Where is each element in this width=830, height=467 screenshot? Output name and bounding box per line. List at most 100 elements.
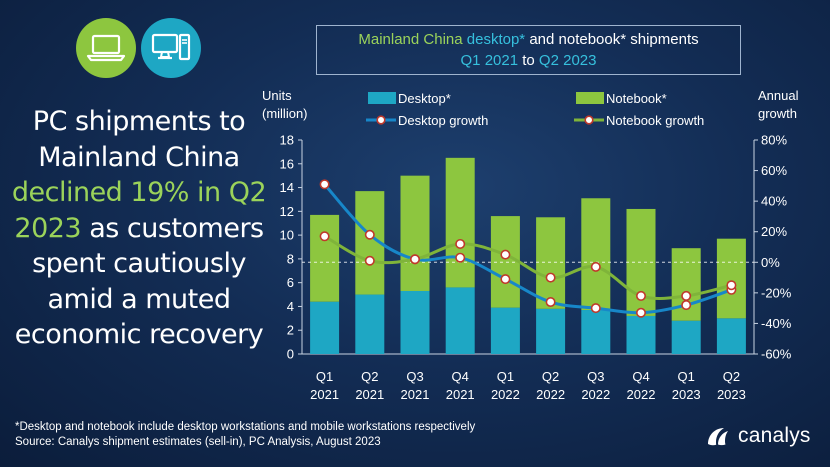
desktop-bar (490, 307, 520, 354)
desktop-growth-line (323, 183, 732, 315)
x-tick-label-quarter: Q2 (361, 369, 378, 384)
title-desktop: desktop* (466, 31, 526, 48)
x-tick-label-quarter: Q4 (632, 369, 649, 384)
notebook-growth-point (681, 290, 692, 301)
y-left-tick-label: 18 (280, 133, 294, 148)
notebook-bar (400, 175, 430, 291)
canalys-logo-text: canalys (738, 424, 811, 447)
x-tick-label-year: 2023 (717, 387, 746, 402)
y-left-tick-label: 2 (287, 323, 294, 338)
y-left-tick-label: 16 (280, 156, 294, 171)
desktop-bar (626, 315, 656, 354)
footnote-line-2: Source: Canalys shipment estimates (sell… (15, 436, 381, 448)
desktop-growth-point (364, 229, 375, 240)
legend-desktop-swatch (368, 92, 396, 104)
notebook-growth-point (545, 272, 556, 283)
y-left-tick-label: 14 (280, 180, 294, 195)
x-tick-label-quarter: Q2 (723, 369, 740, 384)
desktop-bar (310, 301, 340, 354)
desktop-bar (445, 287, 475, 354)
footnote: *Desktop and notebook include desktop wo… (15, 420, 475, 450)
desktop-icon-badge (141, 18, 201, 78)
desktop-growth-point (500, 274, 511, 285)
notebook-growth-point (364, 255, 375, 266)
desktop-growth-point (590, 303, 601, 314)
y-right-tick-label: -40% (761, 316, 792, 331)
legend-notebook-swatch (576, 92, 604, 104)
desktop-growth-point (319, 179, 330, 190)
x-tick-label-year: 2021 (446, 387, 475, 402)
chart-title-line-1: Mainland China desktop* and notebook* sh… (317, 29, 740, 50)
footnote-line-1: *Desktop and notebook include desktop wo… (15, 421, 476, 433)
legend-desktop-growth-label: Desktop growth (398, 113, 488, 128)
laptop-icon (86, 34, 126, 62)
notebook-bar (716, 238, 746, 319)
y-right-axis-title-line-1: Annual (758, 88, 799, 103)
x-tick-label-quarter: Q3 (587, 369, 604, 384)
y-left-tick-label: 4 (287, 299, 294, 314)
headline-highlight: declined 19% in Q2 2023 (11, 177, 267, 244)
legend-notebook-label: Notebook* (606, 91, 667, 106)
x-tick-label-quarter: Q2 (542, 369, 559, 384)
chart-title-line-2: Q1 2021 to Q2 2023 (317, 50, 740, 71)
headline-part-1: PC shipments to Mainland China (32, 106, 246, 173)
title-shipments: shipments (630, 31, 699, 48)
y-right-tick-label: -60% (761, 347, 792, 362)
x-tick-label-year: 2022 (581, 387, 610, 402)
chart-title-box: Mainland China desktop* and notebook* sh… (316, 25, 741, 75)
y-right-tick-label: 60% (761, 163, 787, 178)
y-right-tick-label: 0% (761, 255, 780, 270)
notebook-bar (536, 217, 566, 309)
notebook-growth-point (409, 254, 420, 265)
title-to: to (522, 52, 535, 69)
y-left-axis-title-line-1: Units (262, 88, 292, 103)
y-right-tick-label: -20% (761, 285, 792, 300)
y-right-tick-label: 40% (761, 194, 787, 209)
desktop-computer-icon (151, 33, 191, 61)
headline-part-3: as customers spent cautiously amid a mut… (14, 212, 264, 351)
notebook-growth-point (726, 280, 737, 291)
notebook-growth-point (635, 290, 646, 301)
x-tick-label-year: 2021 (401, 387, 430, 402)
x-tick-label-year: 2022 (536, 387, 565, 402)
title-mainland: Mainland China (358, 31, 463, 48)
x-tick-label-year: 2022 (627, 387, 656, 402)
legend-notebook-growth-marker (584, 115, 594, 125)
x-tick-label-quarter: Q1 (678, 369, 695, 384)
headline: PC shipments to Mainland China declined … (10, 104, 268, 353)
desktop-bar (400, 290, 430, 354)
y-left-tick-label: 12 (280, 204, 294, 219)
x-tick-label-year: 2021 (355, 387, 384, 402)
notebook-growth-line (323, 234, 732, 301)
canalys-logo: canalys (705, 424, 811, 448)
notebook-bar (581, 198, 611, 311)
legend-desktop-label: Desktop* (398, 91, 451, 106)
y-right-tick-label: 80% (761, 133, 787, 148)
desktop-bar (355, 294, 385, 354)
x-tick-label-quarter: Q1 (497, 369, 514, 384)
y-left-tick-label: 0 (287, 347, 294, 362)
desktop-bar (716, 318, 746, 354)
desktop-bar (536, 308, 566, 354)
desktop-growth-point (455, 252, 466, 263)
x-tick-label-quarter: Q1 (316, 369, 333, 384)
canalys-logo-icon (708, 428, 728, 446)
laptop-icon-badge (76, 18, 136, 78)
y-right-axis-title-line-2: growth (758, 106, 797, 121)
y-right-tick-label: 20% (761, 224, 787, 239)
notebook-growth-point (590, 261, 601, 272)
y-left-tick-label: 10 (280, 228, 294, 243)
y-left-axis-title-line-2: (million) (262, 106, 308, 121)
y-left-tick-label: 6 (287, 275, 294, 290)
title-from: Q1 2021 (460, 52, 519, 69)
notebook-bar (445, 157, 475, 288)
x-tick-label-year: 2022 (491, 387, 520, 402)
x-tick-label-year: 2021 (310, 387, 339, 402)
notebook-growth-point (319, 231, 330, 242)
desktop-bar (671, 320, 701, 354)
notebook-growth-point (455, 238, 466, 249)
title-and-notebook: and notebook* (529, 31, 627, 48)
desktop-growth-point (545, 297, 556, 308)
legend-desktop-growth-marker (376, 115, 386, 125)
